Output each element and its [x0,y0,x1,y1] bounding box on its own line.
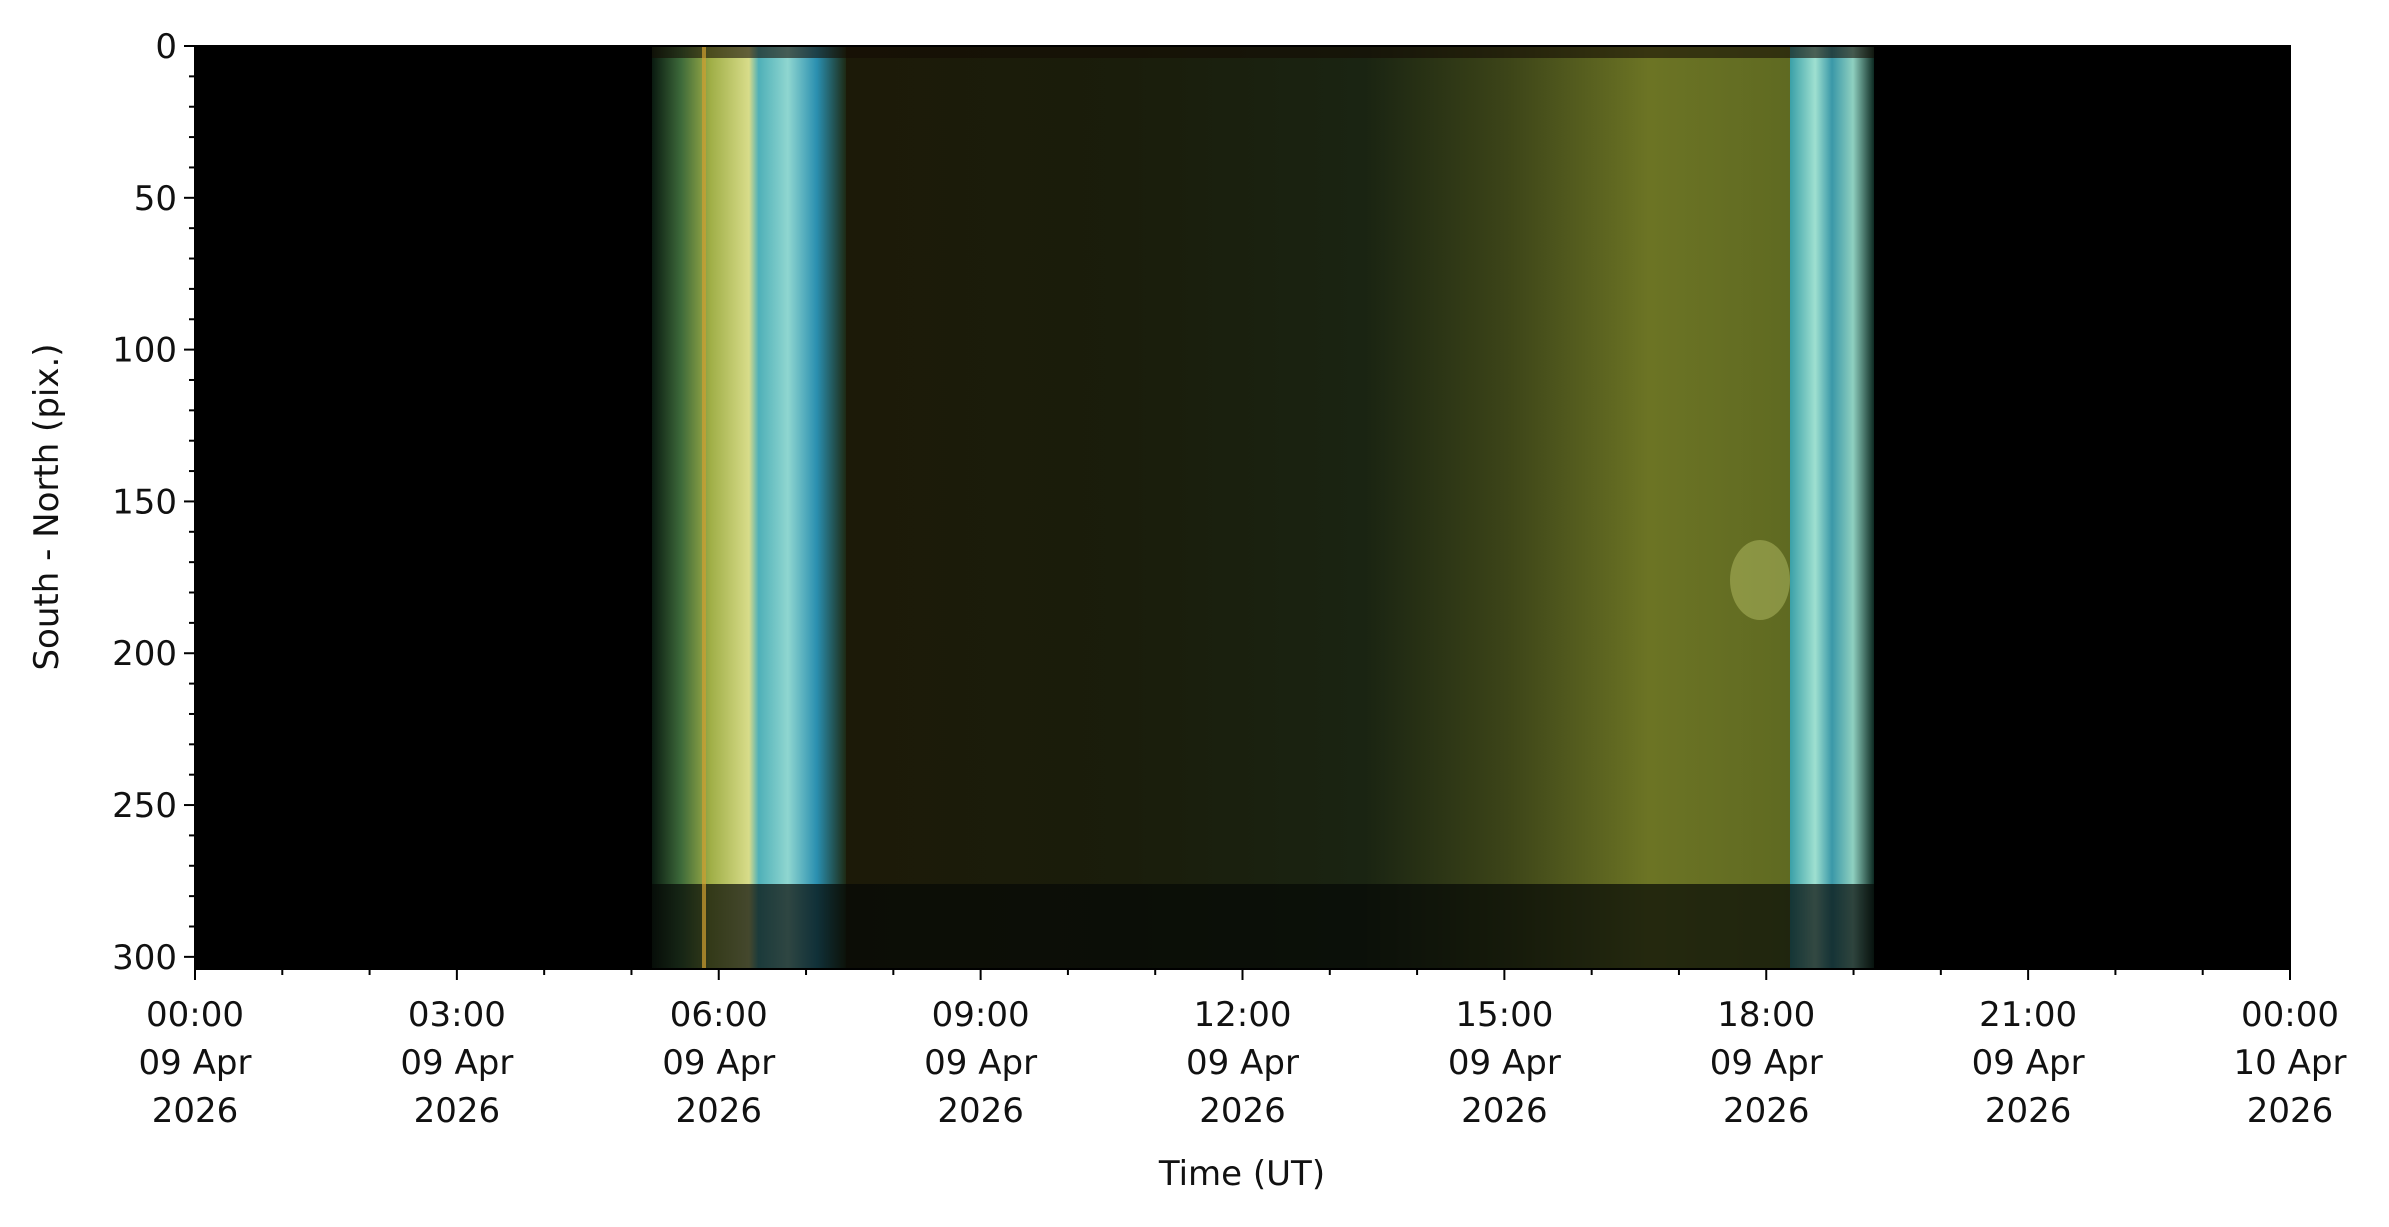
x-tick-label: 12:00 [1194,995,1292,1035]
x-tick-label: 21:00 [1979,995,2077,1035]
x-tick-label: 2026 [1461,1091,1548,1131]
y-tick-label: 150 [112,482,177,522]
x-tick-label: 09 Apr [400,1043,513,1083]
keogram-image [195,46,2290,969]
streak [702,46,706,969]
x-tick-label: 2026 [1723,1091,1810,1131]
y-tick-label: 0 [155,27,177,67]
x-tick-label: 09 Apr [1972,1043,2085,1083]
x-tick-label: 15:00 [1455,995,1553,1035]
x-tick-label: 06:00 [670,995,768,1035]
y-tick-label: 200 [112,634,177,674]
x-tick-label: 2026 [152,1091,239,1131]
x-tick-label: 10 Apr [2234,1043,2347,1083]
y-tick-label: 250 [112,786,177,826]
x-tick-label: 03:00 [408,995,506,1035]
x-tick-label: 09 Apr [662,1043,775,1083]
x-tick-label: 09 Apr [1186,1043,1299,1083]
x-tick-label: 2026 [1985,1091,2072,1131]
x-tick-label: 2026 [675,1091,762,1131]
x-tick-label: 09:00 [932,995,1030,1035]
y-axis-label: South - North (pix.) [27,343,67,670]
x-tick-label: 2026 [414,1091,501,1131]
x-tick-label: 09 Apr [1448,1043,1561,1083]
y-tick-label: 50 [134,179,177,219]
x-tick-label: 09 Apr [1710,1043,1823,1083]
x-tick-label: 09 Apr [139,1043,252,1083]
x-axis-label: Time (UT) [1158,1154,1325,1194]
x-tick-label: 2026 [937,1091,1024,1131]
dawn-band [652,46,846,969]
x-tick-label: 2026 [1199,1091,1286,1131]
y-tick-label: 300 [112,938,177,978]
x-tick-label: 00:00 [2241,995,2339,1035]
x-tick-label: 00:00 [146,995,244,1035]
x-tick-label: 2026 [2247,1091,2334,1131]
x-tick-label: 18:00 [1717,995,1815,1035]
aurora-spot [1730,540,1790,620]
x-tick-label: 09 Apr [924,1043,1037,1083]
dusk-band [1790,46,1874,969]
y-tick-label: 100 [112,331,177,371]
top-strip [652,46,1874,58]
night-band [846,46,1790,969]
bottom-strip [652,884,1874,969]
